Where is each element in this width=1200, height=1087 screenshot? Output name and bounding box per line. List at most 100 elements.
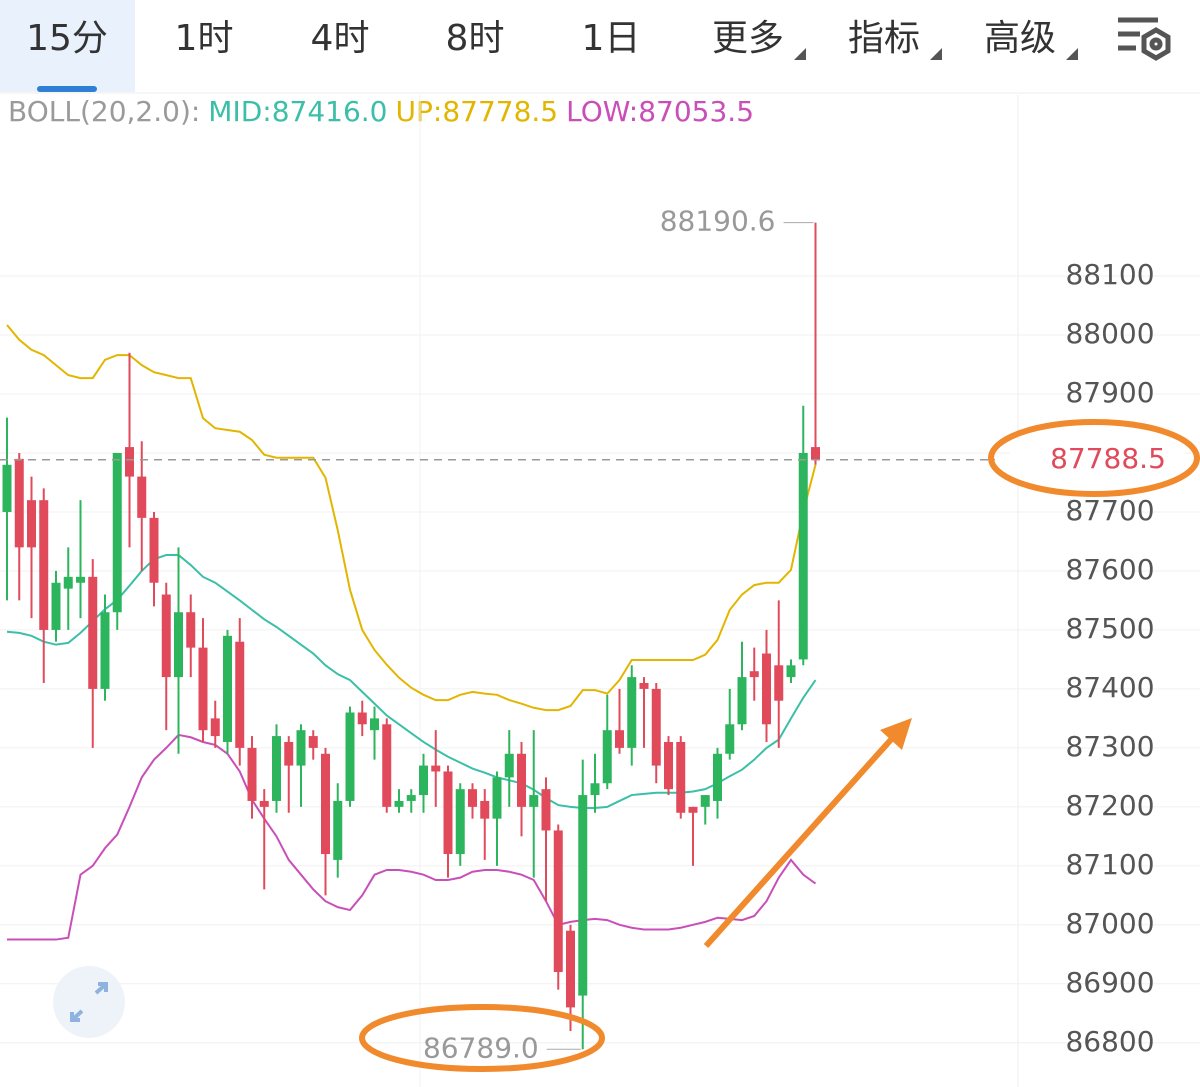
y-tick-label: 87000: [1065, 907, 1154, 940]
candle-body: [357, 712, 367, 725]
candle-body: [737, 677, 747, 725]
y-tick-label: 87100: [1065, 848, 1154, 881]
candle-body: [455, 789, 465, 855]
indicator-up: UP:87778.5: [396, 95, 559, 128]
active-tab-indicator: [37, 86, 97, 92]
candle-body: [590, 783, 600, 796]
y-tick-label: 87600: [1065, 553, 1154, 586]
candle-body: [308, 736, 318, 748]
candle-body: [762, 653, 771, 725]
active-tab-bg: [0, 0, 135, 92]
y-tick-label: 87400: [1065, 671, 1154, 704]
candle-body: [76, 576, 85, 583]
candle-body: [63, 576, 73, 589]
dropdown-caret: [794, 48, 806, 60]
candle-body: [553, 830, 563, 972]
tab[interactable]: 4时: [311, 18, 370, 59]
last-price-box: [1010, 437, 1185, 482]
candle-body: [370, 718, 379, 731]
candle-body: [615, 730, 624, 748]
candle-body: [468, 789, 477, 807]
candle-body: [639, 683, 649, 689]
candle-body: [27, 500, 36, 548]
candle-body: [811, 447, 820, 460]
candle-body: [492, 777, 502, 819]
y-tick-label: 87300: [1065, 730, 1154, 763]
candle-body: [259, 800, 269, 807]
candle-body: [382, 724, 392, 807]
candle-body: [112, 452, 122, 613]
y-tick-label: 88100: [1065, 258, 1154, 291]
candle-body: [713, 753, 722, 801]
y-tick-label: 86900: [1065, 966, 1154, 999]
arrow-head: [880, 718, 912, 750]
indicator-label: BOLL(20,2.0):: [8, 95, 200, 128]
tab[interactable]: 1时: [175, 18, 234, 59]
candle-body: [541, 789, 551, 831]
candle-body: [443, 771, 453, 855]
candle-body: [2, 464, 12, 512]
indicator-line: BOLL(20,2.0): MID:87416.0 UP:87778.5 LOW:87…: [8, 95, 754, 128]
candle-body: [700, 795, 710, 807]
candle-body: [566, 930, 575, 1008]
candle-body: [431, 765, 441, 772]
candle-body: [529, 795, 539, 807]
candle-body: [774, 665, 784, 701]
tab[interactable]: 8时: [446, 18, 505, 59]
candle-body: [786, 665, 796, 678]
candle-body: [798, 452, 808, 660]
candle-body: [602, 730, 612, 784]
candle-body: [161, 594, 171, 678]
candle-body: [480, 800, 490, 819]
candle-body: [174, 612, 183, 678]
candle-body: [627, 677, 637, 748]
y-tick-label: 87200: [1065, 789, 1154, 822]
candle-body: [517, 753, 526, 807]
dropdown-caret: [930, 48, 942, 60]
indicator-mid: MID:87416.0: [208, 95, 387, 128]
candle-body: [749, 671, 759, 678]
candle-body: [419, 765, 428, 796]
boll-line: [7, 733, 817, 941]
candle-body: [51, 582, 61, 630]
candle-body: [210, 718, 220, 737]
y-tick-label: 88000: [1065, 317, 1154, 350]
tab[interactable]: 1日: [582, 18, 641, 59]
y-tick-label: 87500: [1065, 612, 1154, 645]
expand-button[interactable]: [53, 966, 125, 1038]
settings-icon[interactable]: [1118, 17, 1171, 61]
candle-body: [272, 736, 281, 801]
candle-body: [664, 741, 673, 790]
candle-body: [688, 806, 698, 813]
candle-body: [39, 500, 49, 630]
candle-body: [333, 800, 343, 860]
tab[interactable]: 15分: [26, 18, 108, 59]
high-label: 88190.6: [660, 205, 776, 238]
candle-body: [223, 635, 232, 742]
candle-body: [651, 688, 661, 766]
candle-body: [186, 612, 196, 648]
candle-body: [676, 741, 686, 813]
candle-body: [235, 641, 245, 748]
boll-line: [6, 324, 817, 712]
candle-body: [125, 447, 134, 477]
candle-body: [406, 795, 416, 801]
candle-body: [137, 476, 147, 518]
candle-body: [345, 712, 355, 801]
dropdown-caret: [1066, 48, 1078, 60]
candle-body: [284, 741, 294, 766]
annotations: [359, 419, 1200, 1072]
candle-body: [247, 747, 257, 801]
candle-body: [198, 647, 208, 731]
candle-body: [88, 576, 98, 689]
y-tick-label: 86800: [1065, 1025, 1154, 1058]
tab[interactable]: 高级: [984, 18, 1056, 59]
y-tick-label: 87900: [1065, 376, 1154, 409]
tab[interactable]: 指标: [848, 18, 920, 59]
candle-body: [149, 517, 159, 583]
candle-body: [321, 753, 330, 855]
tab[interactable]: 更多: [712, 18, 784, 59]
indicator-low: LOW:87053.5: [566, 95, 754, 128]
last-price-label: 87788.5: [1050, 442, 1166, 475]
